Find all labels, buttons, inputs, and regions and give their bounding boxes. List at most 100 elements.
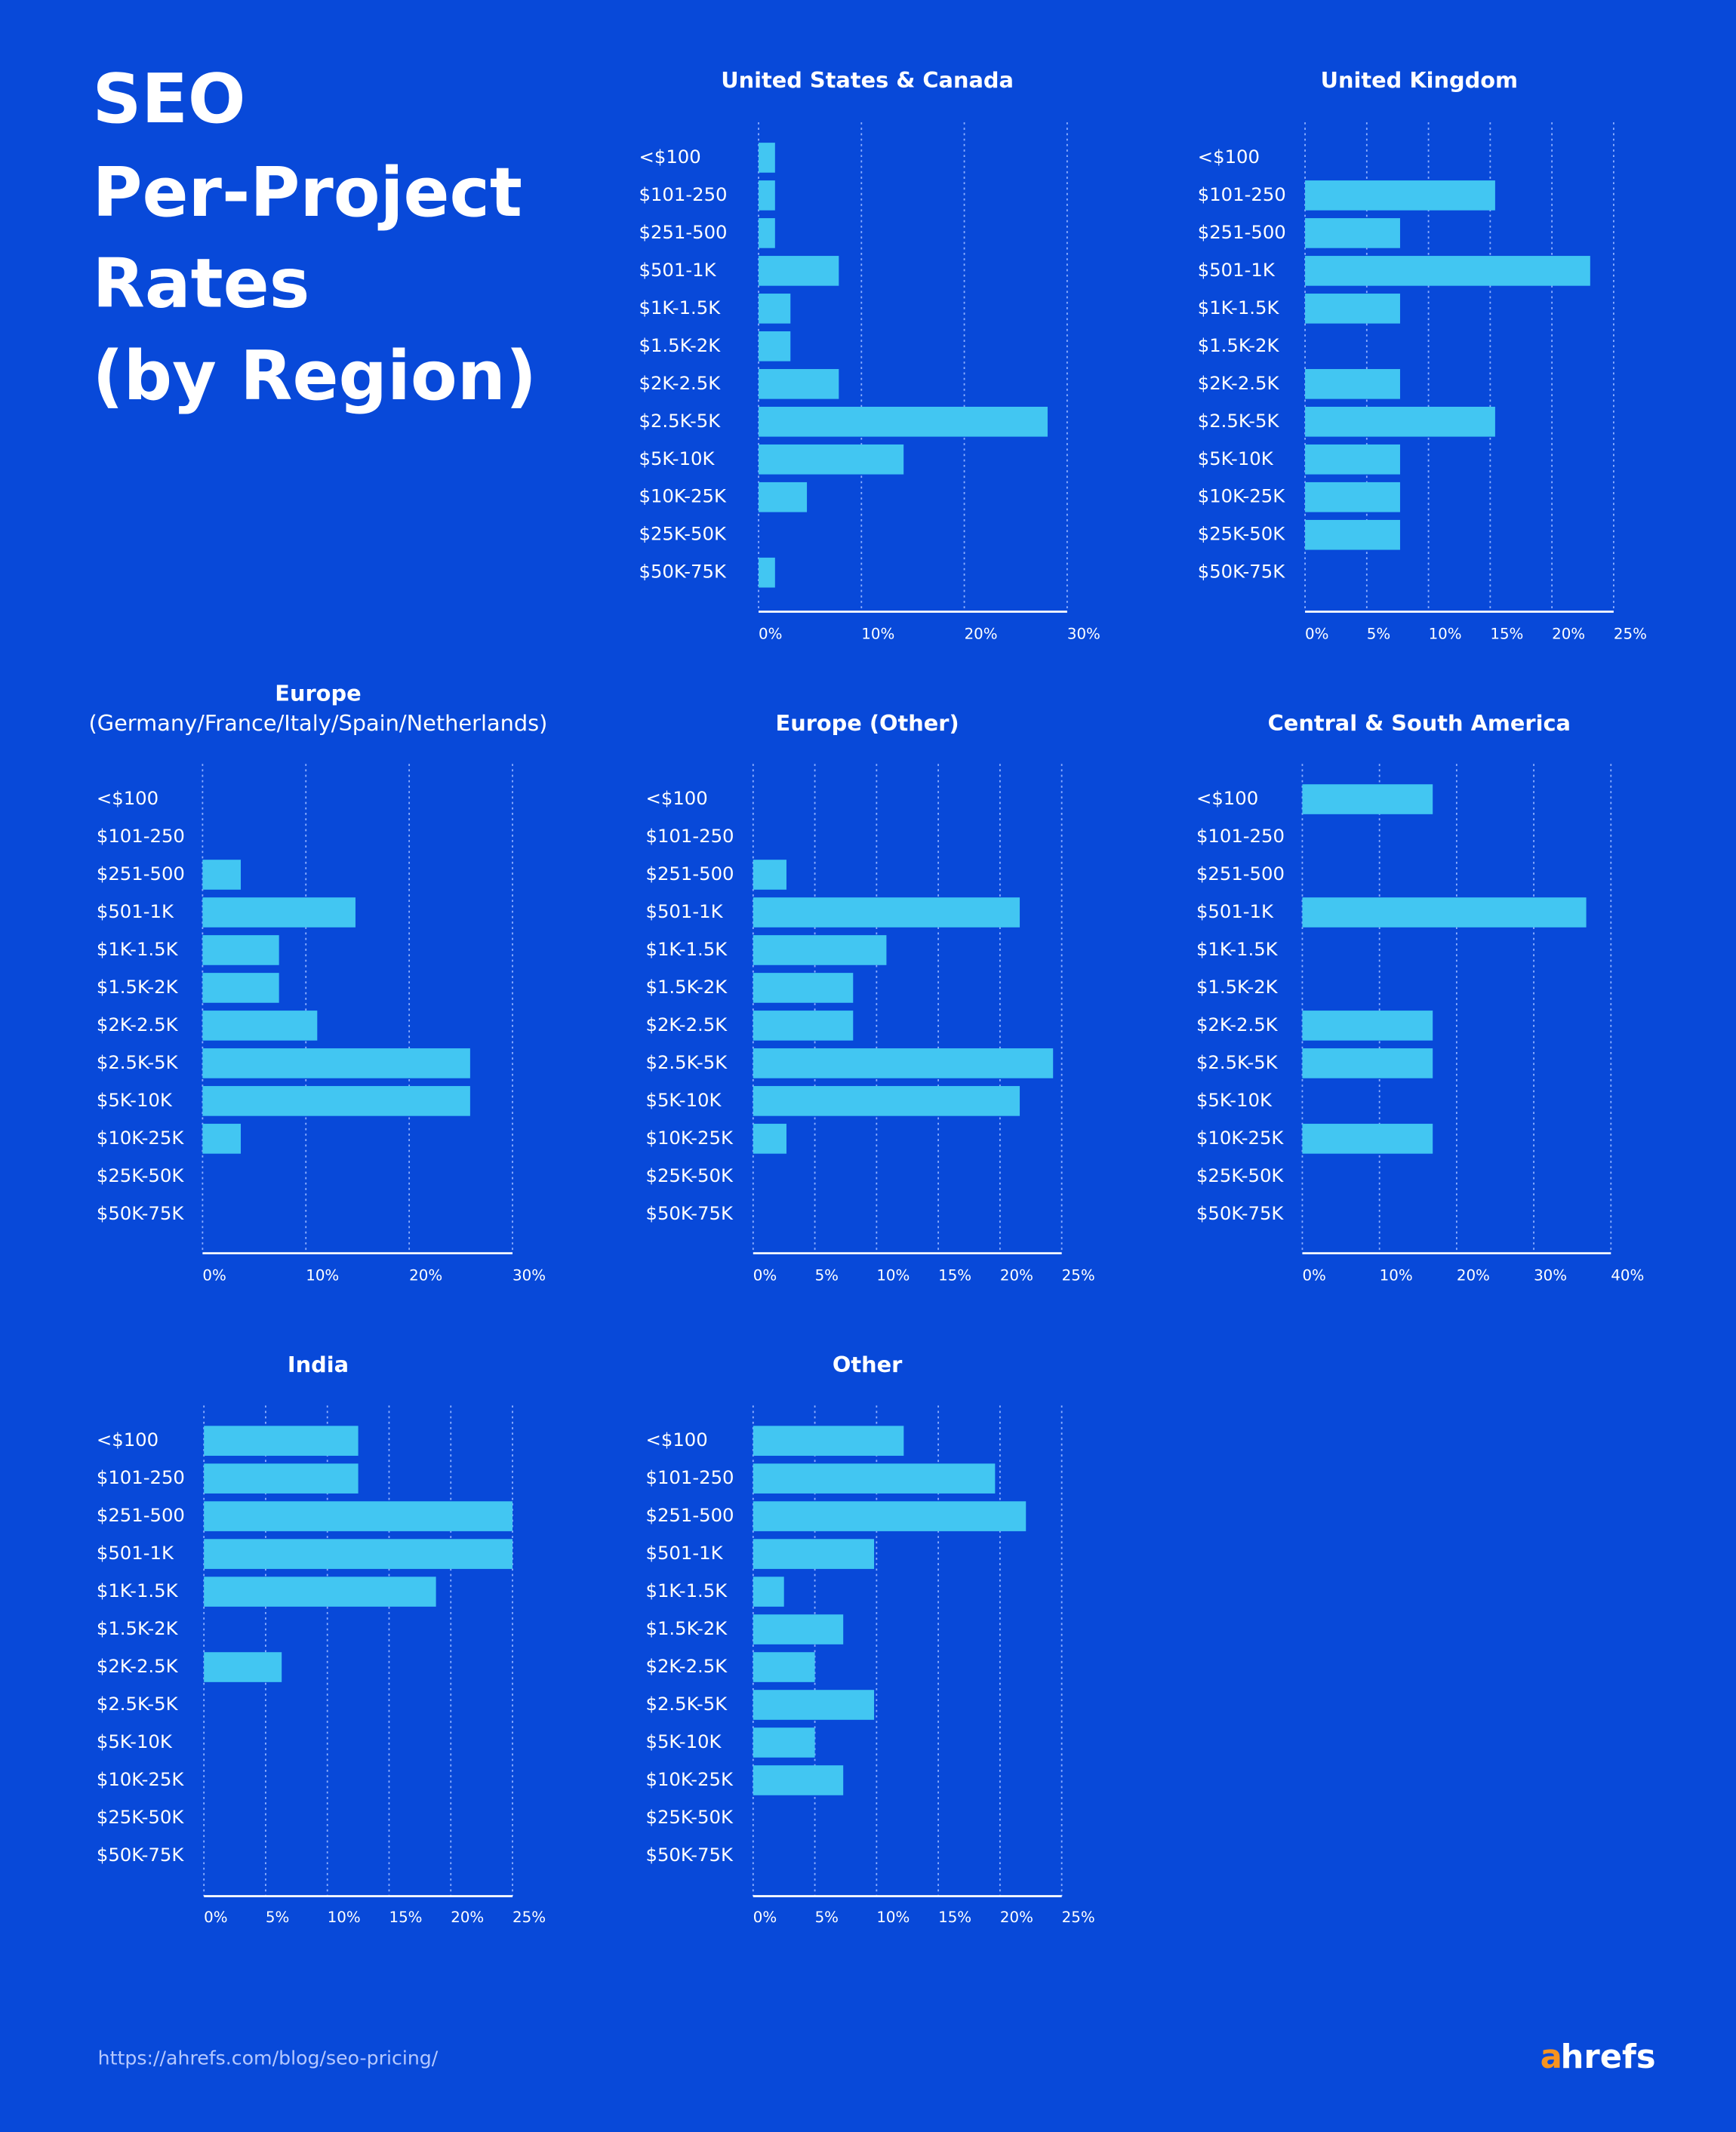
- category-label: $50K-75K: [646, 1202, 734, 1224]
- bar: [759, 481, 808, 512]
- x-tick-label: 0%: [753, 1267, 777, 1284]
- bar: [1302, 897, 1587, 928]
- category-label: $1K-1.5K: [1196, 938, 1279, 960]
- category-label: $101-250: [639, 183, 728, 205]
- category-label: $501-1K: [639, 259, 717, 281]
- x-tick-label: 30%: [1534, 1267, 1567, 1284]
- logo-accent: a: [1541, 2038, 1562, 2076]
- category-label: $101-250: [1198, 183, 1286, 205]
- category-label: $10K-25K: [646, 1768, 734, 1790]
- category-label: $1K-1.5K: [97, 1580, 179, 1601]
- category-label: $5K-10K: [1196, 1089, 1273, 1111]
- category-label: $1K-1.5K: [646, 1580, 728, 1601]
- x-tick-label: 5%: [1367, 626, 1390, 643]
- bar: [753, 1011, 854, 1041]
- bar: [202, 973, 279, 1003]
- chart-title: Europe (Other): [776, 710, 959, 736]
- x-tick-label: 30%: [512, 1267, 546, 1284]
- category-label: $251-500: [1196, 863, 1285, 884]
- bar: [753, 1652, 815, 1682]
- category-label: $2K-2.5K: [1198, 372, 1280, 394]
- bar: [759, 143, 775, 173]
- x-tick-label: 20%: [1000, 1267, 1033, 1284]
- category-label: $1K-1.5K: [639, 297, 722, 318]
- category-label: $10K-25K: [97, 1127, 184, 1149]
- category-label: $25K-50K: [646, 1806, 734, 1828]
- bar: [202, 897, 356, 928]
- bar: [759, 180, 775, 211]
- category-label: $2.5K-5K: [1198, 410, 1280, 432]
- category-label: $501-1K: [97, 900, 174, 922]
- x-tick-label: 0%: [759, 626, 782, 643]
- category-label: $1.5K-2K: [97, 1617, 179, 1639]
- bar: [759, 406, 1048, 437]
- x-tick-label: 0%: [1305, 626, 1328, 643]
- category-label: <$100: [97, 787, 159, 809]
- category-label: <$100: [1196, 787, 1258, 809]
- x-tick-label: 15%: [938, 1267, 971, 1284]
- category-label: <$100: [97, 1429, 159, 1451]
- category-label: $101-250: [646, 1466, 734, 1488]
- category-label: $2.5K-5K: [646, 1693, 728, 1715]
- category-label: $25K-50K: [1196, 1164, 1284, 1186]
- bar: [753, 1426, 904, 1456]
- category-label: $25K-50K: [639, 523, 727, 545]
- x-tick-label: 10%: [1429, 626, 1462, 643]
- bar: [753, 1727, 815, 1758]
- category-label: $1.5K-2K: [646, 1617, 728, 1639]
- bar: [202, 1048, 470, 1078]
- chart-title: United States & Canada: [721, 67, 1014, 93]
- bar: [759, 218, 775, 248]
- bar: [204, 1577, 436, 1607]
- category-label: $10K-25K: [639, 485, 727, 507]
- heading-line: Rates: [92, 245, 309, 324]
- x-tick-label: 20%: [1000, 1909, 1033, 1926]
- bar: [204, 1539, 513, 1569]
- bar: [759, 368, 839, 399]
- bar: [753, 1124, 786, 1154]
- category-label: $1.5K-2K: [1196, 976, 1279, 998]
- bar: [759, 444, 904, 475]
- category-label: $501-1K: [1198, 259, 1276, 281]
- chart-title: Other: [833, 1352, 903, 1377]
- category-label: $1.5K-2K: [646, 976, 728, 998]
- bar: [753, 1690, 875, 1720]
- category-label: $2.5K-5K: [1196, 1051, 1279, 1073]
- bar: [1305, 481, 1400, 512]
- category-label: $101-250: [97, 825, 185, 847]
- bar: [202, 860, 242, 890]
- category-label: $2K-2.5K: [646, 1655, 728, 1677]
- category-label: $251-500: [639, 221, 728, 243]
- category-label: $1K-1.5K: [646, 938, 728, 960]
- bar: [1305, 444, 1400, 475]
- category-label: $251-500: [646, 1504, 734, 1526]
- bar: [202, 1011, 318, 1041]
- x-tick-label: 10%: [328, 1909, 361, 1926]
- bar: [204, 1426, 359, 1456]
- bar: [1302, 1011, 1433, 1041]
- category-label: $251-500: [97, 863, 185, 884]
- bar: [759, 294, 791, 324]
- x-tick-label: 5%: [815, 1909, 839, 1926]
- x-tick-label: 25%: [1614, 626, 1647, 643]
- category-label: $101-250: [1196, 825, 1285, 847]
- category-label: $1K-1.5K: [97, 938, 179, 960]
- source-url: https://ahrefs.com/blog/seo-pricing/: [98, 2047, 439, 2069]
- chart-title: Europe: [275, 680, 361, 706]
- bar: [1305, 218, 1400, 248]
- category-label: $501-1K: [646, 900, 724, 922]
- bar: [753, 973, 854, 1003]
- bar: [753, 1048, 1054, 1078]
- category-label: $25K-50K: [97, 1806, 184, 1828]
- category-label: $2.5K-5K: [97, 1693, 179, 1715]
- bar: [753, 897, 1020, 928]
- category-label: $251-500: [1198, 221, 1286, 243]
- x-tick-label: 25%: [1062, 1267, 1095, 1284]
- bar: [202, 935, 279, 965]
- x-tick-label: 0%: [202, 1267, 226, 1284]
- x-tick-label: 10%: [876, 1909, 910, 1926]
- x-tick-label: 5%: [815, 1267, 839, 1284]
- bar: [1305, 368, 1400, 399]
- x-tick-label: 15%: [938, 1909, 971, 1926]
